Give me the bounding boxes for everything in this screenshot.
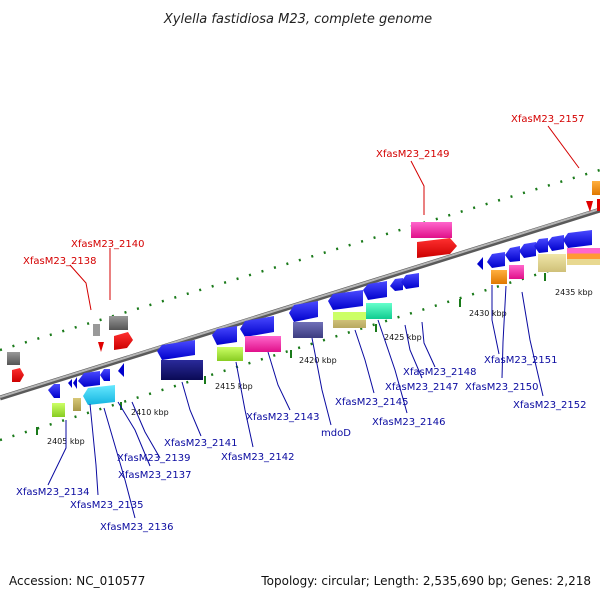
gene-feature <box>509 265 524 279</box>
gene-feature <box>363 281 387 300</box>
gene-feature <box>505 246 520 262</box>
gene-feature <box>411 222 452 238</box>
gene-label-lower: XfasM23_2151 <box>484 355 558 366</box>
gene-label-lower: XfasM23_2143 <box>246 412 320 423</box>
gene-feature <box>73 377 77 389</box>
tick-labels: 2405 kbp 2410 kbp 2415 kbp 2420 kbp 2425… <box>47 288 593 446</box>
gene-feature <box>212 326 237 345</box>
gene-feature <box>7 352 20 365</box>
gene-feature <box>390 278 403 291</box>
tick-label: 2430 kbp <box>469 309 507 318</box>
gene-feature <box>586 201 593 212</box>
gene-feature <box>68 379 72 388</box>
gene-feature <box>217 347 243 361</box>
gene-feature <box>48 384 60 398</box>
gene-label-lower: XfasM23_2147 <box>385 382 459 393</box>
gene-feature <box>83 385 115 405</box>
gene-label-lower: XfasM23_2148 <box>403 367 477 378</box>
tick-label: 2435 kbp <box>555 288 593 297</box>
gene-feature <box>118 363 124 377</box>
gene-feature <box>547 235 564 251</box>
gene-label-lower: XfasM23_2142 <box>221 452 295 463</box>
tick-label: 2420 kbp <box>299 356 337 365</box>
gene-label-upper: XfasM23_2138 <box>23 256 97 267</box>
gene-feature <box>12 368 24 382</box>
gene-feature <box>563 230 592 248</box>
gene-feature <box>333 312 366 328</box>
gene-label-lower: XfasM23_2141 <box>164 438 238 449</box>
gene-feature <box>519 242 536 258</box>
gene-label-lower: XfasM23_2136 <box>100 522 174 533</box>
forward-features <box>7 181 600 382</box>
tick-label: 2415 kbp <box>215 382 253 391</box>
gene-feature <box>52 403 65 417</box>
gene-feature <box>597 199 600 211</box>
gene-feature <box>100 369 110 381</box>
gene-label-upper: XfasM23_2140 <box>71 239 145 250</box>
accession-text: Accession: NC_010577 <box>9 574 145 588</box>
lower-ruler <box>0 253 600 442</box>
reverse-features <box>48 230 600 417</box>
gene-label-upper: XfasM23_2149 <box>376 149 450 160</box>
map-title: Xylella fastidiosa M23, complete genome <box>163 12 432 27</box>
gene-feature <box>240 316 274 337</box>
gene-feature <box>157 340 195 360</box>
genome-summary-text: Topology: circular; Length: 2,535,690 bp… <box>260 574 591 588</box>
gene-feature <box>93 324 100 336</box>
gene-feature <box>538 254 566 272</box>
gene-feature <box>73 398 81 411</box>
gene-label-lower: mdoD <box>321 428 351 439</box>
gene-label-lower: XfasM23_2134 <box>16 487 90 498</box>
gene-label-lower: XfasM23_2152 <box>513 400 587 411</box>
gene-feature <box>161 360 203 380</box>
gene-feature <box>245 336 281 352</box>
gene-feature <box>366 303 392 319</box>
lower-leader-lines <box>47 285 544 519</box>
gene-feature <box>293 322 323 338</box>
gene-feature <box>487 252 505 268</box>
gene-feature <box>289 301 318 322</box>
upper-leader-lines <box>69 125 580 311</box>
gene-feature <box>477 257 483 270</box>
gene-label-upper: XfasM23_2157 <box>511 114 585 125</box>
gene-feature <box>401 273 419 289</box>
gene-label-lower: XfasM23_2146 <box>372 417 446 428</box>
gene-feature <box>98 342 104 352</box>
gene-feature <box>491 270 507 284</box>
gene-label-lower: XfasM23_2137 <box>118 470 192 481</box>
gene-feature <box>109 316 128 330</box>
gene-feature <box>417 238 457 258</box>
gene-feature <box>78 371 100 387</box>
gene-feature <box>592 181 600 195</box>
gene-feature <box>567 248 600 265</box>
gene-label-lower: XfasM23_2150 <box>465 382 539 393</box>
upper-ruler <box>0 168 600 352</box>
tick-label: 2425 kbp <box>384 333 422 342</box>
gene-feature <box>534 238 548 253</box>
tick-label: 2410 kbp <box>131 408 169 417</box>
gene-feature <box>114 332 133 350</box>
major-ticks <box>36 273 546 435</box>
gene-label-lower: XfasM23_2135 <box>70 500 144 511</box>
gene-label-lower: XfasM23_2145 <box>335 397 409 408</box>
gene-label-lower: XfasM23_2139 <box>117 453 191 464</box>
gene-feature <box>328 290 363 310</box>
